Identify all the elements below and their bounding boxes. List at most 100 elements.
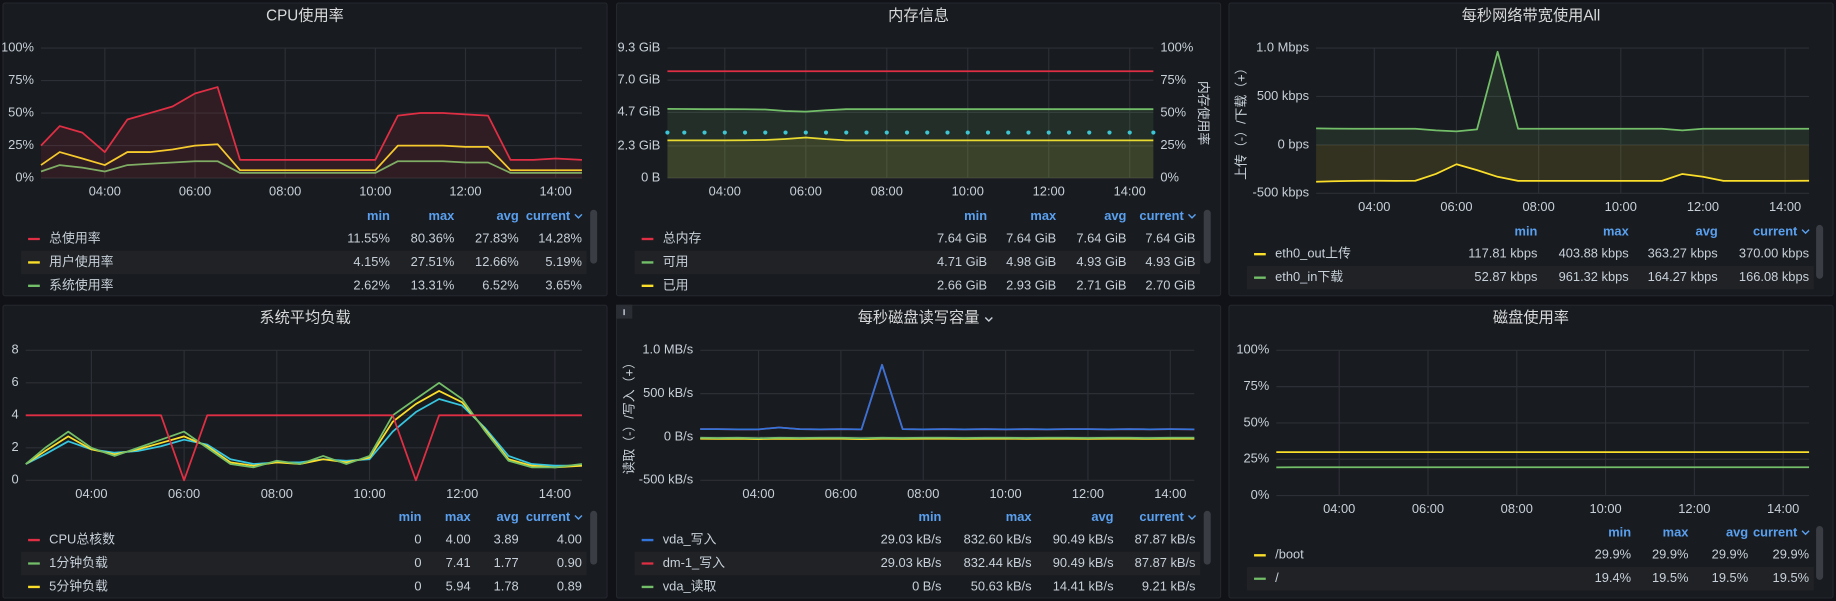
data-point	[722, 130, 727, 135]
legend-column-header: current	[526, 509, 571, 524]
data-point	[1026, 130, 1031, 135]
data-point	[742, 130, 748, 135]
legend-stat: 27.51%	[411, 254, 455, 269]
legend-stat: 4.00	[557, 531, 582, 546]
y-tick-label: 75%	[1244, 378, 1270, 393]
legend-stat: 11.55%	[347, 230, 390, 245]
legend-stat: 52.87 kbps	[1474, 269, 1537, 284]
legend-row-bg	[21, 551, 587, 576]
panel: 每秒磁盘读写容量 -500 kB/s 0 B/s 500 kB/s 1.0 MB/s 04…	[615, 304, 1222, 599]
x-tick-label: 10:00	[1605, 199, 1637, 214]
legend-stat: 13.31%	[411, 277, 455, 292]
legend-column-header: min	[1608, 524, 1631, 539]
x-tick-label: 10:00	[359, 184, 391, 199]
y-axis-label: 上传（-）/下载（+）	[1234, 61, 1249, 179]
y2-axis-label: 内存使用率	[1196, 81, 1211, 146]
legend-stat: 6.52%	[482, 277, 519, 292]
panel-title: 磁盘使用率	[1493, 309, 1569, 327]
legend-column-header: min	[919, 509, 942, 524]
legend-row-bg	[634, 250, 1201, 275]
data-point	[844, 130, 849, 135]
legend-row-bg	[1247, 265, 1814, 290]
series-line	[40, 86, 582, 161]
legend-label: vda_读取	[663, 578, 717, 593]
panel: 系统平均负载 0 2 4 6 8 04:00 06:00 08:00 10:00 12:00 14:0…	[2, 304, 608, 599]
y-tick-label: 50%	[8, 104, 34, 119]
series-line	[25, 398, 582, 467]
legend-column-header: current	[1139, 509, 1184, 524]
legend-label: /	[1275, 570, 1279, 585]
y-tick-label: 2.3 GiB	[617, 137, 660, 152]
x-tick-label: 08:00	[261, 486, 293, 501]
legend-stat: 14.41 kB/s	[1053, 578, 1114, 593]
x-tick-label: 06:00	[179, 184, 211, 199]
legend-stat: 87.87 kB/s	[1135, 531, 1196, 546]
legend-stat: 0.90	[557, 555, 582, 570]
x-tick-label: 08:00	[871, 184, 903, 199]
x-tick-label: 12:00	[1072, 486, 1104, 501]
data-point	[702, 130, 707, 135]
x-tick-label: 12:00	[1678, 501, 1710, 516]
scrollbar	[1816, 224, 1824, 279]
legend-stat: 29.03 kB/s	[881, 555, 942, 570]
series-line	[667, 136, 1154, 142]
series-line	[40, 160, 582, 174]
legend-stat: 4.93 GiB	[1145, 254, 1195, 269]
scrollbar	[1203, 209, 1211, 264]
x-tick-label: 12:00	[1033, 184, 1065, 199]
legend-column-header: avg	[1726, 524, 1748, 539]
y-tick-label: 0%	[15, 169, 34, 184]
y-tick-label: 500 kbps	[1257, 88, 1309, 103]
y-tick-label: 500 kB/s	[643, 385, 693, 400]
legend-row-bg	[21, 250, 587, 275]
panel-background	[615, 2, 1222, 297]
legend-label: 5分钟负载	[49, 578, 108, 593]
y-tick-label: 1.0 MB/s	[642, 342, 693, 357]
legend-column-header: avg	[1104, 208, 1126, 223]
data-point	[985, 130, 991, 135]
legend-stat: 29.9%	[1712, 547, 1749, 562]
series-line	[1316, 50, 1810, 133]
legend-stat: 3.65%	[545, 277, 582, 292]
scrollbar	[590, 209, 598, 264]
series-line	[25, 381, 583, 469]
legend-label: 总内存	[663, 230, 702, 245]
y2-tick-label: 75%	[1160, 72, 1186, 87]
series-area	[40, 87, 582, 179]
legend-label: /boot	[1275, 547, 1304, 562]
legend-stat: 3.89	[494, 531, 519, 546]
x-tick-label: 10:00	[353, 486, 385, 501]
legend-stat: 5.94	[446, 578, 471, 593]
legend-column-header: max	[1006, 509, 1033, 524]
legend-column-header: avg	[497, 509, 519, 524]
legend-stat: 87.87 kB/s	[1135, 555, 1196, 570]
data-point	[665, 130, 670, 135]
legend-label: CPU总核数	[49, 531, 115, 546]
y-tick-label: 0 bps	[1278, 136, 1309, 151]
data-point	[904, 130, 910, 135]
dropdown-icon	[574, 514, 583, 520]
x-tick-label: 06:00	[168, 486, 200, 501]
y2-tick-label: 50%	[1160, 104, 1186, 119]
x-tick-label: 06:00	[1440, 199, 1472, 214]
data-point	[945, 130, 950, 135]
legend-column-header: max	[1030, 208, 1057, 223]
legend-label: vda_写入	[663, 531, 717, 546]
legend-column-header: current	[1139, 208, 1184, 223]
x-tick-label: 14:00	[1154, 486, 1186, 501]
data-point	[1046, 130, 1051, 135]
x-tick-label: 08:00	[907, 486, 939, 501]
x-tick-label: 06:00	[825, 486, 857, 501]
x-tick-label: 12:00	[446, 486, 478, 501]
panel-title: CPU使用率	[266, 7, 344, 24]
data-point	[1107, 130, 1112, 135]
legend-column-header: max	[429, 208, 456, 223]
legend-label: 系统使用率	[49, 277, 113, 292]
legend-stat: 164.27 kbps	[1648, 269, 1718, 284]
x-tick-label: 14:00	[1767, 501, 1799, 516]
data-point	[783, 130, 788, 135]
data-point	[1087, 130, 1092, 135]
data-point	[763, 130, 768, 135]
series-line	[25, 414, 582, 482]
legend-stat: 7.64 GiB	[1006, 230, 1056, 245]
